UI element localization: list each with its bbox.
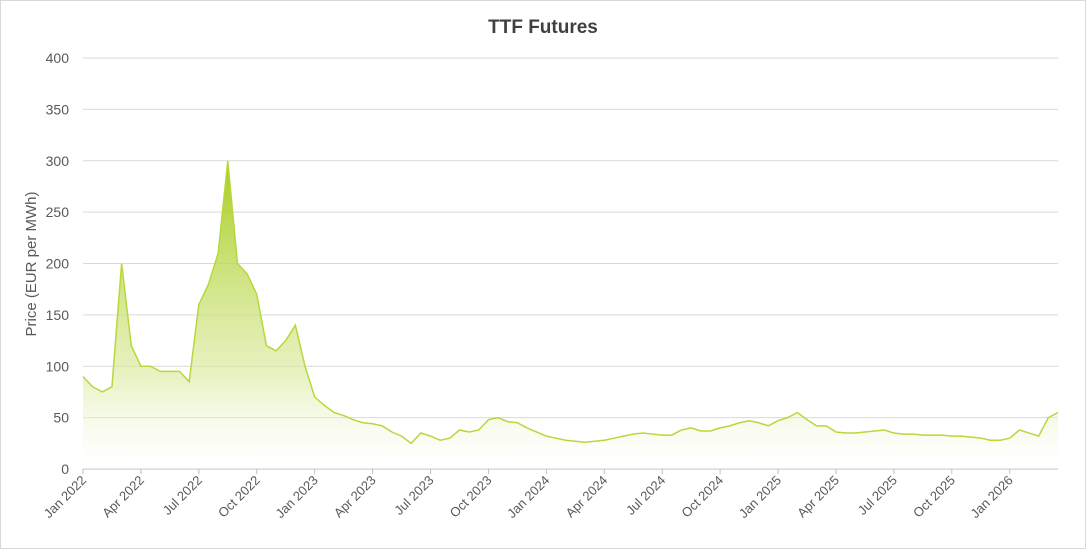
y-tick-label: 200 [46,256,70,272]
area [83,160,1058,469]
chart-title: TTF Futures [488,17,598,38]
y-tick-label: 50 [53,410,69,426]
y-tick-label: 350 [46,101,70,117]
y-axis-label: Price (EUR per MWh) [23,191,40,336]
line [82,160,1059,445]
y-tick-label: 100 [46,358,70,374]
y-tick-label: 150 [46,307,70,323]
y-tick-label: 250 [46,204,70,220]
y-tick-label: 0 [61,461,69,477]
y-tick-label: 400 [46,50,70,66]
y-tick-label: 300 [46,153,70,169]
